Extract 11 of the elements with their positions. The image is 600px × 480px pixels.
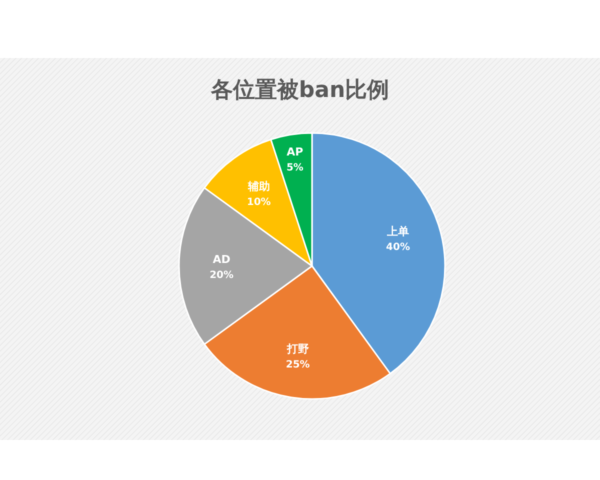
slice-label: 上单 xyxy=(386,225,410,238)
slice-label: AP xyxy=(286,145,304,158)
data-label: 40% xyxy=(386,242,410,254)
data-label: 20% xyxy=(210,270,234,281)
slice-label: AD xyxy=(212,253,230,266)
data-label: 5% xyxy=(286,162,304,174)
chart-title: 各位置被ban比例 xyxy=(210,78,390,103)
slice-label: 打野 xyxy=(286,342,309,356)
data-label: 25% xyxy=(286,359,310,370)
data-label: 10% xyxy=(246,196,271,208)
slice-label: 辅助 xyxy=(246,180,270,193)
